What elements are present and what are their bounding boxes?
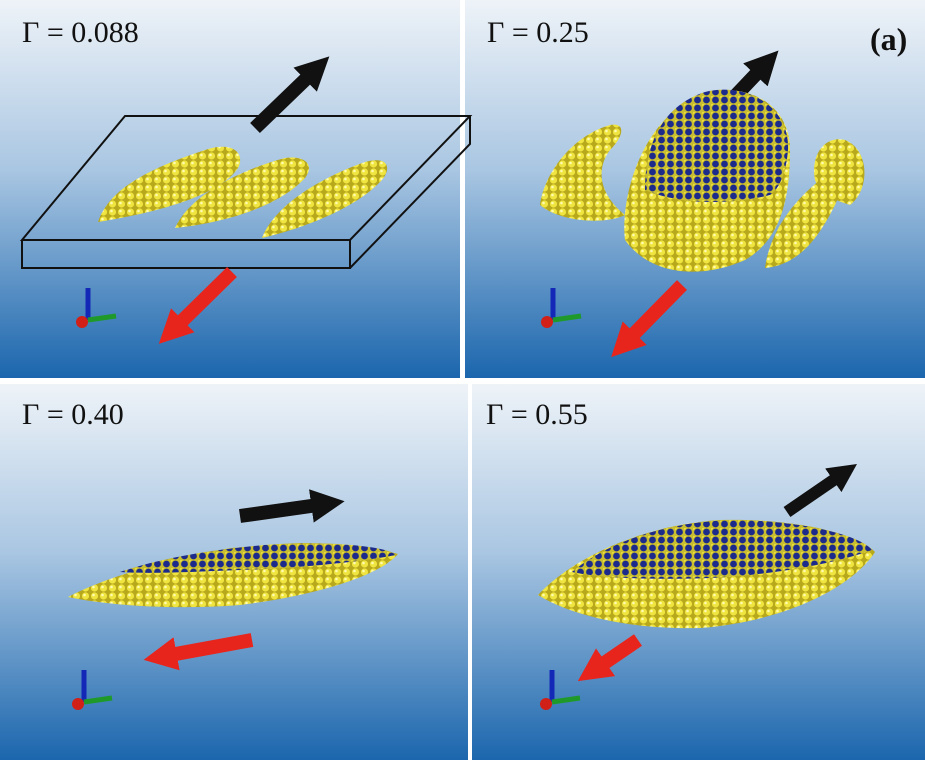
panel-label: Γ = 0.088 [22,16,139,49]
figure-label: (a) [870,21,907,57]
panel-label: Γ = 0.55 [486,398,588,431]
panel-label: Γ = 0.25 [487,16,589,49]
figure: Γ = 0.088 Γ = 0.25 (a) Γ = 0.40 [0,0,925,760]
panel-label: Γ = 0.40 [22,398,124,431]
